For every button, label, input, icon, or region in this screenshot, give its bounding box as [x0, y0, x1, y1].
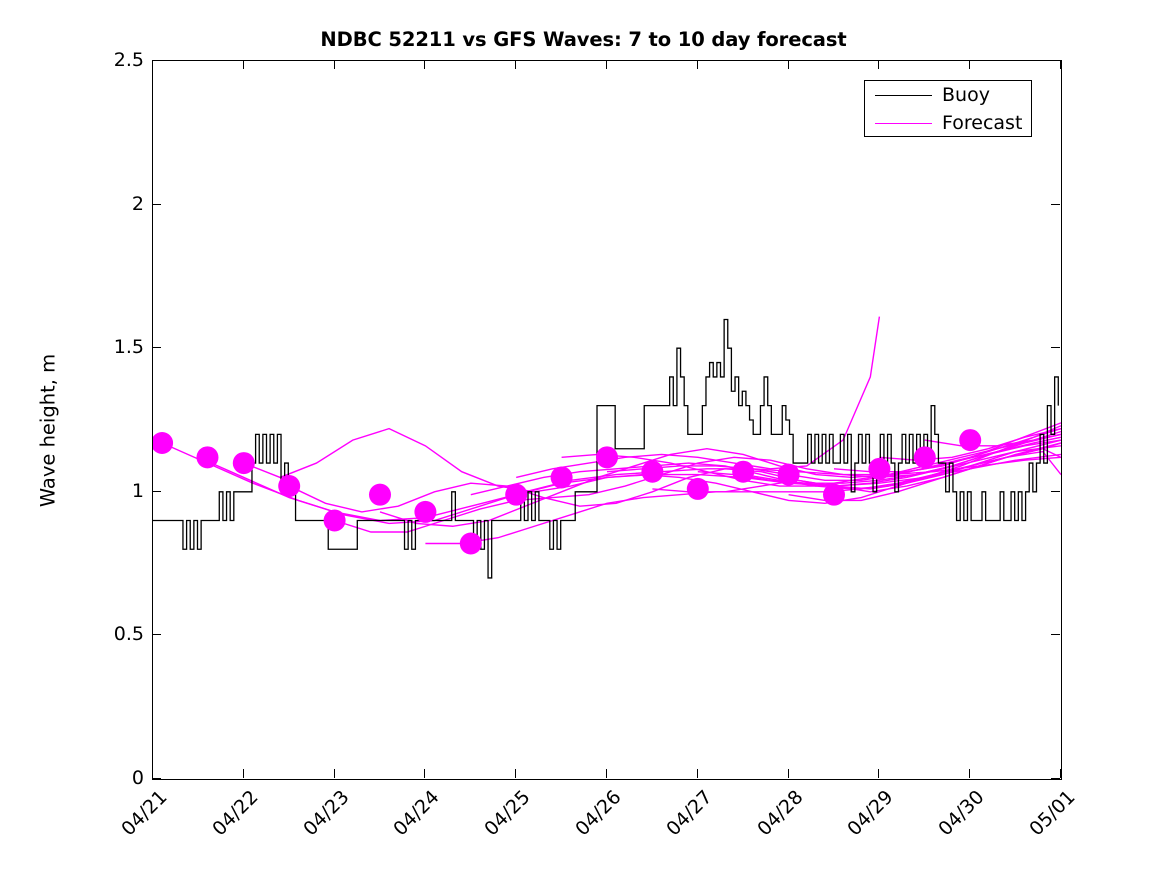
x-tick-mark: [333, 769, 335, 778]
x-tick-label: 04/27: [662, 786, 717, 841]
y-tick-mark: [1051, 203, 1060, 205]
forecast-init-marker: [232, 452, 255, 475]
x-tick-mark: [1060, 60, 1061, 69]
y-tick-label: 0.5: [113, 623, 144, 646]
forecast-init-marker: [153, 431, 174, 454]
forecast-init-marker: [459, 532, 482, 555]
y-tick-label: 2.5: [113, 49, 144, 71]
forecast-line: [288, 439, 1061, 513]
forecast-init-marker: [913, 446, 936, 469]
forecast-line: [425, 450, 1061, 545]
forecast-init-marker: [732, 460, 755, 483]
x-tick-mark: [878, 769, 880, 778]
x-tick-mark: [787, 60, 789, 69]
x-tick-mark: [1060, 769, 1061, 778]
y-tick-mark: [152, 347, 161, 349]
legend-entry-buoy: Buoy: [865, 81, 1033, 109]
x-tick-label: 04/25: [480, 786, 535, 841]
x-tick-mark: [606, 769, 607, 778]
forecast-init-marker: [278, 475, 301, 498]
y-tick-label: 1: [131, 479, 144, 502]
forecast-line: [924, 430, 1061, 447]
x-tick-mark: [515, 769, 517, 778]
y-tick-mark: [152, 203, 161, 205]
x-tick-mark: [333, 60, 335, 69]
x-tick-label: 04/22: [208, 786, 263, 841]
forecast-init-marker: [777, 463, 800, 486]
forecast-init-marker: [823, 483, 845, 506]
y-tick-mark: [1051, 634, 1060, 636]
x-tick-label: 04/26: [571, 786, 626, 841]
legend-entry-forecast: Forecast: [865, 109, 1033, 137]
forecast-init-marker: [868, 457, 891, 480]
x-tick-mark: [242, 60, 244, 69]
x-tick-mark: [787, 769, 789, 778]
x-tick-mark: [152, 769, 153, 778]
x-tick-mark: [696, 60, 698, 69]
x-tick-mark: [424, 60, 426, 69]
y-tick-mark: [152, 634, 161, 636]
forecast-line: [833, 422, 1061, 473]
forecast-init-marker: [369, 483, 391, 506]
forecast-line: [606, 427, 1061, 482]
x-tick-label: 04/28: [752, 786, 808, 841]
x-tick-mark: [696, 769, 698, 778]
x-tick-mark: [969, 60, 971, 69]
forecast-init-marker: [550, 466, 573, 489]
x-tick-mark: [424, 769, 426, 778]
forecast-init-marker: [196, 446, 219, 469]
y-axis-tick-labels: 0 0.5 1 1.5 2 2.5: [60, 0, 144, 875]
y-tick-mark: [1051, 60, 1060, 61]
forecast-init-marker: [959, 429, 982, 452]
x-tick-label: 04/23: [298, 786, 354, 841]
legend-label-forecast: Forecast: [942, 111, 1023, 134]
forecast-init-marker: [686, 477, 709, 500]
y-tick-mark: [152, 778, 161, 779]
y-tick-mark: [152, 490, 161, 492]
forecast-line: [743, 425, 1061, 490]
y-tick-label: 2: [131, 192, 144, 215]
forecast-init-marker: [505, 483, 528, 506]
forecast-line: [379, 436, 1061, 527]
x-tick-mark: [878, 60, 880, 69]
legend-swatch-forecast: [875, 122, 932, 124]
forecast-init-marker: [414, 500, 437, 523]
x-tick-label: 04/29: [843, 786, 898, 841]
legend: Buoy Forecast: [864, 80, 1032, 137]
forecast-init-marker: [641, 460, 664, 483]
y-tick-label: 1.5: [113, 336, 144, 359]
y-tick-mark: [1051, 778, 1060, 779]
x-tick-mark: [606, 60, 607, 69]
x-tick-label: 04/30: [934, 786, 989, 841]
y-axis-label: Wave height, m: [36, 353, 60, 508]
x-tick-mark: [969, 769, 971, 778]
legend-swatch-buoy: [875, 94, 932, 96]
x-tick-mark: [242, 769, 244, 778]
x-tick-mark: [515, 60, 517, 69]
forecast-line: [516, 316, 881, 479]
forecast-init-marker: [596, 446, 618, 469]
chart-title: NDBC 52211 vs GFS Waves: 7 to 10 day for…: [320, 28, 847, 51]
forecast-init-marker: [323, 509, 346, 532]
y-tick-mark: [1051, 347, 1060, 349]
y-tick-mark: [152, 60, 161, 61]
y-tick-label: 0: [131, 767, 144, 789]
y-tick-mark: [1051, 490, 1060, 492]
legend-label-buoy: Buoy: [942, 83, 990, 106]
plot-svg: [153, 316, 1061, 579]
x-tick-label: 04/24: [389, 786, 444, 841]
plot-area: [152, 60, 1062, 780]
x-tick-mark: [152, 60, 153, 69]
x-tick-label: 05/01: [1025, 786, 1080, 841]
